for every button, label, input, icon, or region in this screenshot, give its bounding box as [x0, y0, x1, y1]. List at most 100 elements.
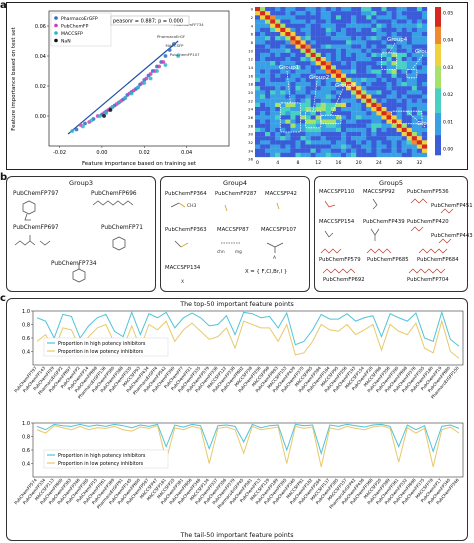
- heatmap-cell: [361, 52, 367, 58]
- heatmap-cell: [315, 144, 321, 149]
- heatmap-cell: [396, 90, 402, 95]
- heatmap-cell: [361, 140, 367, 145]
- heatmap-cell: [421, 123, 428, 128]
- heatmap-cell: [270, 73, 276, 78]
- group4-label-1: PubChemFP364: [165, 191, 207, 197]
- heatmap-cell: [416, 98, 423, 103]
- heatmap-cell: [310, 44, 316, 49]
- frag-110: [324, 200, 336, 208]
- heatmap-cell: [265, 148, 271, 153]
- heatmap-cell: [310, 111, 316, 116]
- heatmap-cell: [416, 119, 423, 124]
- scatter-point-2-7: [123, 96, 128, 100]
- heatmap-cell: [265, 127, 271, 133]
- heatmap-cell: [421, 140, 428, 145]
- heatmap-cell: [346, 15, 352, 20]
- heatmap-cell: [396, 123, 402, 128]
- heatmap-cell: [386, 119, 392, 124]
- colorbar-segment: [435, 125, 441, 129]
- heatmap-cell: [421, 61, 428, 66]
- heatmap-cell: [351, 132, 357, 137]
- heatmap-cell: [406, 148, 412, 153]
- heatmap-cell: [351, 48, 357, 53]
- heat-x-tick-label: 20: [356, 160, 362, 166]
- heatmap-cell: [376, 148, 382, 153]
- colorbar-segment: [435, 95, 441, 99]
- colorbar-segment: [435, 41, 441, 45]
- scatter-point-2-13: [163, 63, 168, 67]
- heat-y-tick-label: 18: [248, 82, 253, 87]
- heat-x-tick-label: 28: [396, 160, 402, 166]
- heatmap-cell: [391, 132, 397, 137]
- heatmap-cell: [290, 73, 296, 78]
- heatmap-cell: [416, 23, 423, 28]
- heatmap-cell: [295, 107, 301, 112]
- colorbar-tick-label: 0.03: [443, 65, 453, 71]
- heatmap-cell: [255, 65, 261, 70]
- colorbar-segment: [435, 145, 441, 148]
- heatmap-cell: [376, 7, 382, 12]
- frag-684: [418, 248, 448, 254]
- heatmap-cell: [341, 107, 347, 112]
- heatmap-cell: [391, 140, 397, 145]
- heatmap-cell: [285, 36, 291, 41]
- heatmap-cell: [346, 65, 352, 70]
- group5-label-5: MACCSFP154: [319, 219, 355, 225]
- heatmap-cell: [270, 82, 276, 87]
- heatmap-cell: [421, 23, 428, 28]
- scatter-point-0-20: [172, 42, 176, 46]
- heatmap-cell: [300, 107, 306, 112]
- x-axis-label: Feature importance based on training set: [82, 161, 197, 167]
- heatmap-cell: [330, 77, 337, 83]
- heatmap-cell: [255, 123, 261, 128]
- heatmap-cell: [265, 115, 271, 120]
- panel-b: Group3 PubChemFP797 PubChemFP696 PubChem…: [6, 176, 473, 292]
- legend-label-1: PubChemFP: [61, 23, 89, 29]
- heatmap-cell: [270, 65, 276, 70]
- heatmap-cell: [371, 23, 377, 28]
- heatmap-cell: [381, 19, 387, 24]
- heatmap-cell: [300, 119, 306, 124]
- group4-label-4: PubChemFP363: [165, 227, 207, 233]
- heatmap-cell: [416, 148, 423, 153]
- heatmap-cell: [371, 15, 377, 20]
- heatmap-cell: [290, 11, 296, 16]
- heatmap-cell: [310, 40, 316, 45]
- heatmap-cell: [300, 44, 306, 49]
- heatmap-cell: [391, 152, 397, 158]
- chain-1: [92, 200, 134, 206]
- frag-692: [322, 268, 356, 274]
- heatmap-cell: [275, 115, 281, 120]
- heatmap-cell: [265, 44, 271, 49]
- heatmap-cell: [275, 40, 281, 45]
- heatmap-cell: [295, 90, 301, 95]
- heatmap-cell: [381, 44, 387, 49]
- heatmap-cell: [366, 52, 372, 58]
- heatmap-cell: [391, 48, 397, 53]
- heatmap-cell: [285, 19, 291, 24]
- heatmap-cell: [320, 19, 326, 24]
- heatmap-cell: [285, 94, 291, 99]
- heatmap-cell: [270, 107, 276, 112]
- heatmap-cell: [361, 148, 367, 153]
- heatmap-cell: [290, 57, 296, 62]
- heatmap-cell: [351, 136, 357, 141]
- heatmap-cell: [371, 77, 377, 83]
- heatmap-cell: [391, 23, 397, 28]
- scatter-point-1-13: [144, 76, 149, 81]
- heatmap-cell: [265, 69, 271, 74]
- heatmap-cell: [366, 7, 372, 12]
- heatmap-cell: [305, 77, 311, 83]
- group4-box: Group4 PubChemFP364 PubChemFP287 MACCSFP…: [160, 176, 310, 292]
- heatmap-cell: [270, 119, 276, 124]
- group-box-5: [391, 110, 423, 125]
- heatmap-cell: [255, 77, 261, 83]
- heatmap-cell: [300, 123, 306, 128]
- heatmap-cell: [300, 19, 306, 24]
- heat-y-tick-label: 24: [248, 107, 253, 112]
- heatmap-cell: [300, 48, 306, 53]
- heatmap-cell: [371, 94, 377, 99]
- heatmap-cell: [351, 144, 357, 149]
- heatmap-cell: [396, 111, 402, 116]
- scatter-point-3-1: [108, 108, 113, 112]
